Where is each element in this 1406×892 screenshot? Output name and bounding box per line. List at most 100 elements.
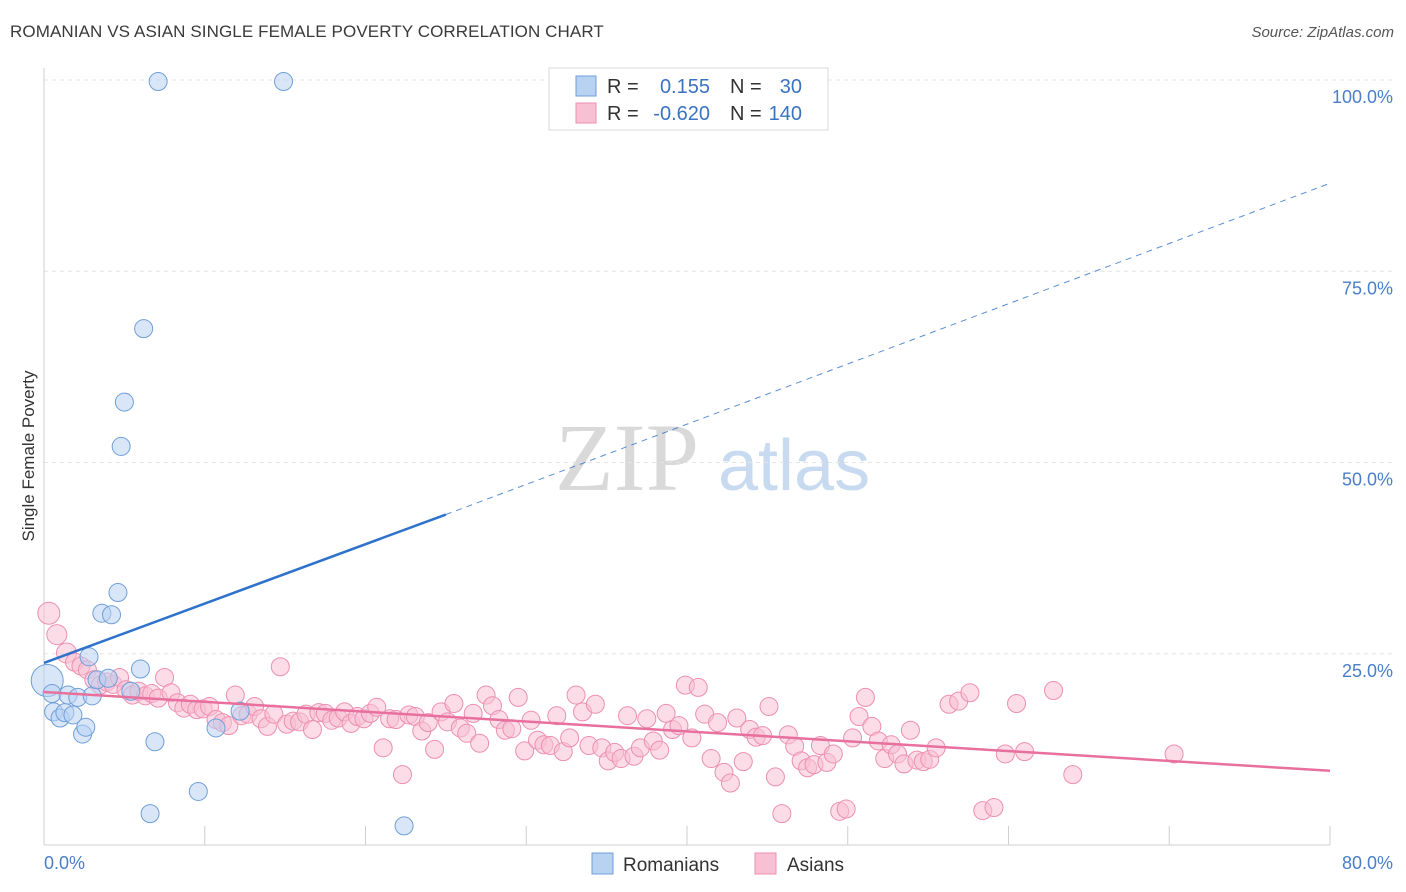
asians-point	[849, 706, 869, 726]
asians-point	[618, 706, 638, 726]
romanians-point	[206, 718, 226, 738]
legend-n-value-asians: 140	[769, 103, 802, 125]
asians-point	[547, 706, 567, 726]
x-tick-label-max: 80.0%	[1342, 853, 1393, 873]
romanians-point	[130, 659, 150, 679]
romanians-point	[188, 781, 208, 801]
asians-point	[772, 804, 792, 824]
romanians-trend-extension	[445, 182, 1331, 515]
x-ticks	[204, 826, 1331, 845]
legend-r-label-romanians: R =	[607, 76, 639, 98]
asians-point	[727, 708, 747, 728]
asians-point	[650, 740, 670, 760]
romanians-point	[102, 605, 122, 625]
trend-lines	[43, 182, 1331, 773]
romanians-legend-swatch	[575, 75, 597, 97]
asians-point	[566, 685, 586, 705]
asians-point	[46, 624, 68, 646]
asians-point	[585, 694, 605, 714]
romanians-point	[145, 732, 165, 752]
asians-point	[502, 719, 522, 739]
asians-bottom-swatch	[754, 852, 777, 875]
watermark-zip: ZIP	[555, 404, 699, 511]
asians-point	[457, 723, 477, 743]
asians-point	[425, 739, 445, 759]
asians-point	[836, 799, 856, 819]
asians-point	[637, 709, 657, 729]
asians-point	[515, 741, 535, 761]
asians-legend-swatch	[575, 102, 597, 124]
romanians-point	[76, 717, 96, 737]
romanians-point	[230, 701, 250, 721]
romanians-point	[274, 72, 294, 92]
asians-point	[302, 719, 322, 739]
y-tick-label: 75.0%	[1342, 278, 1393, 298]
watermark-atlas: atlas	[718, 426, 870, 506]
stats-legend: R = 0.155 N = 30 R = -0.620 N = 140	[548, 67, 829, 131]
source-label: Source: ZipAtlas.com	[1251, 24, 1394, 41]
asians-point	[682, 728, 702, 748]
asians-point	[418, 713, 438, 733]
asians-point	[733, 752, 753, 772]
romanians-bottom-swatch	[591, 852, 614, 875]
asians-point	[1007, 693, 1027, 713]
asians-point	[984, 798, 1004, 818]
romanians-point	[111, 436, 131, 456]
legend-r-value-romanians: 0.155	[660, 76, 710, 98]
x-tick-label-min: 0.0%	[44, 853, 85, 873]
asians-point	[1044, 680, 1064, 700]
asians-point	[995, 744, 1015, 764]
romanians-points	[30, 72, 414, 836]
asians-point	[855, 687, 875, 707]
y-tick-labels: 100.0% 75.0% 50.0% 25.0%	[1332, 87, 1393, 681]
gridlines	[44, 79, 1393, 655]
asians-point	[960, 683, 980, 703]
y-tick-label: 25.0%	[1342, 661, 1393, 681]
romanians-point	[148, 72, 168, 92]
series-legend: Romanians Asians	[591, 852, 844, 876]
romanians-point	[134, 319, 154, 339]
legend-n-value-romanians: 30	[780, 76, 802, 98]
romanians-point	[114, 392, 134, 412]
asians-point	[373, 738, 393, 758]
asians-point	[701, 749, 721, 769]
legend-r-value-asians: -0.620	[653, 103, 710, 125]
romanians-point	[79, 647, 99, 667]
asians-point	[225, 685, 245, 705]
y-axis-label: Single Female Poverty	[19, 370, 38, 542]
asians-point	[560, 728, 580, 748]
asians-point	[444, 693, 464, 713]
asians-point	[656, 703, 676, 723]
y-tick-label: 100.0%	[1332, 87, 1393, 107]
asians-point	[759, 697, 779, 717]
romanians-point	[140, 804, 160, 824]
asians-point	[708, 713, 728, 733]
asians-point	[508, 687, 528, 707]
romanians-trend-line	[43, 513, 447, 665]
watermark: ZIP atlas	[555, 404, 870, 511]
romanians-point	[394, 816, 414, 836]
chart-title: ROMANIAN VS ASIAN SINGLE FEMALE POVERTY …	[10, 22, 604, 41]
asians-point	[1164, 744, 1184, 764]
y-tick-label: 50.0%	[1342, 470, 1393, 490]
legend-n-label-asians: N =	[730, 103, 762, 125]
asians-point	[843, 728, 863, 748]
asians-points	[37, 601, 1184, 824]
asians-point	[823, 744, 843, 764]
asians-point	[765, 767, 785, 787]
asians-point	[1063, 765, 1083, 785]
romanians-point	[108, 583, 128, 603]
asians-point	[470, 733, 490, 753]
asians-point	[37, 601, 61, 625]
asians-bottom-label: Asians	[787, 855, 844, 876]
asians-point	[688, 677, 708, 697]
asians-point	[392, 765, 412, 785]
romanians-point	[121, 681, 141, 701]
asians-point	[270, 657, 290, 677]
asians-point	[720, 773, 740, 793]
asians-point	[900, 720, 920, 740]
legend-r-label-asians: R =	[607, 103, 639, 125]
romanians-point	[98, 668, 118, 688]
asians-trend-line	[43, 690, 1331, 773]
